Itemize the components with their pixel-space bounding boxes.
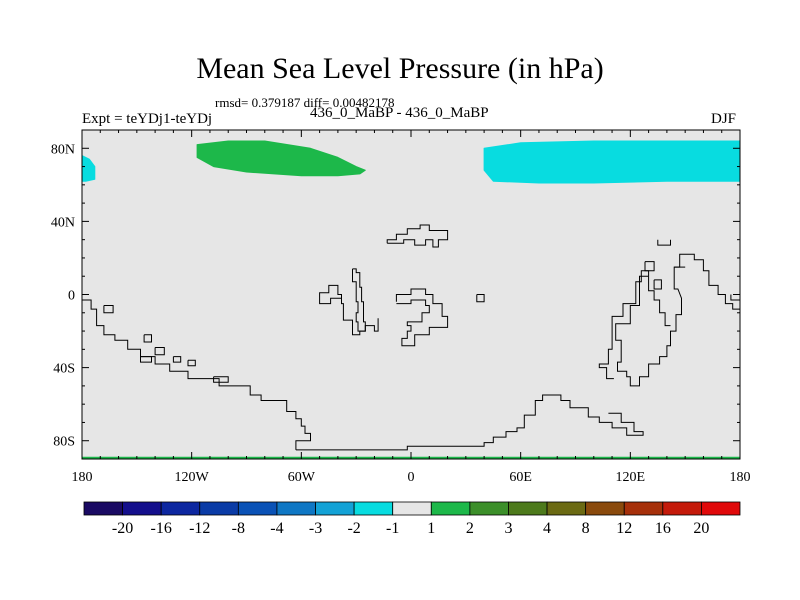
- experiment-label: Expt = teYDj1-teYDj: [82, 111, 213, 127]
- colorbar-swatch: [662, 501, 702, 516]
- y-tick-label: 0: [68, 289, 75, 304]
- colorbar-swatch: [160, 501, 201, 516]
- x-tick-label: 0: [408, 470, 415, 485]
- axis-ticks: 180 120W 60W 0 60E 120E 180 80N 40N 0 40S 80S: [51, 129, 751, 485]
- colorbar-label: 8: [582, 520, 590, 537]
- anomaly-region: [483, 140, 740, 184]
- colorbar-swatch: [122, 501, 162, 516]
- colorbar-label: 12: [616, 520, 632, 537]
- run-label: 436_0_MaBP - 436_0_MaBP: [310, 105, 489, 121]
- coastline: [476, 294, 485, 303]
- colorbar-swatch: [430, 501, 471, 516]
- colorbar-label: -16: [151, 520, 172, 537]
- colorbar-label: 2: [466, 520, 474, 537]
- colorbar-label: 20: [693, 520, 709, 537]
- colorbar-label: 1: [427, 520, 435, 537]
- coastline: [140, 356, 152, 363]
- stats-label: rmsd= 0.379187 diff= 0.00482178: [215, 95, 395, 110]
- x-tick-label: 180: [730, 470, 751, 485]
- coastline: [598, 270, 650, 380]
- x-tick-label: 60W: [288, 470, 316, 485]
- colorbar-swatch: [237, 501, 278, 516]
- coastline: [657, 239, 671, 246]
- colorbar-swatch: [623, 501, 664, 516]
- colorbar-swatch: [469, 501, 509, 516]
- colorbar-swatch: [546, 501, 587, 516]
- colorbar-label: -2: [347, 520, 360, 537]
- colorbar-label: -12: [189, 520, 210, 537]
- coastlines: [82, 224, 740, 451]
- x-tick-label: 60E: [509, 470, 532, 485]
- x-tick-label: 120E: [616, 470, 646, 485]
- coastline: [143, 334, 152, 343]
- anomaly-region: [196, 140, 366, 177]
- coastline: [648, 276, 671, 327]
- colorbar-swatch: [315, 501, 355, 516]
- y-tick-label: 40S: [53, 362, 75, 377]
- coastline: [213, 376, 229, 383]
- colorbar-label: -20: [112, 520, 133, 537]
- colorbar-label: 4: [543, 520, 551, 537]
- coastline: [187, 359, 196, 367]
- colorbar-swatch: [392, 501, 432, 516]
- coastline: [386, 224, 449, 248]
- colorbar-swatch: [701, 501, 741, 516]
- coastline: [154, 347, 165, 356]
- coastline: [730, 294, 740, 301]
- colorbar-label: 3: [504, 520, 512, 537]
- colorbar-swatch: [508, 501, 548, 516]
- colorbar-label: -4: [270, 520, 283, 537]
- colorbar-swatch: [83, 501, 123, 516]
- colorbar-swatch: [276, 501, 316, 516]
- colorbar-label: 16: [655, 520, 671, 537]
- colorbar: -20 -16 -12 -8 -4 -3 -2 -1 1 2 3 4 8 12 16 20: [83, 501, 741, 537]
- colorbar-label: -3: [309, 520, 322, 537]
- colorbar-swatch: [353, 501, 394, 516]
- colorbar-label: -8: [232, 520, 245, 537]
- coastline: [295, 394, 644, 451]
- x-tick-label: 120W: [175, 470, 210, 485]
- season-label: DJF: [711, 111, 737, 127]
- coastline: [82, 299, 311, 450]
- coastline: [395, 288, 449, 347]
- coastline: [352, 268, 366, 332]
- y-tick-label: 40N: [51, 215, 75, 230]
- coastline: [653, 279, 662, 290]
- colorbar-label: -1: [386, 520, 399, 537]
- colorbar-swatch: [199, 501, 239, 516]
- coastline: [644, 261, 655, 272]
- coastline: [172, 356, 182, 363]
- colorbar-swatch: [585, 501, 625, 516]
- x-tick-label: 180: [72, 470, 93, 485]
- coastline: [319, 284, 379, 336]
- coastline: [615, 253, 740, 387]
- y-tick-label: 80N: [51, 142, 75, 157]
- coastline: [103, 305, 114, 314]
- chart-title: Mean Sea Level Pressure (in hPa): [196, 52, 604, 85]
- anomaly-region: [82, 155, 96, 182]
- y-tick-label: 80S: [53, 435, 75, 450]
